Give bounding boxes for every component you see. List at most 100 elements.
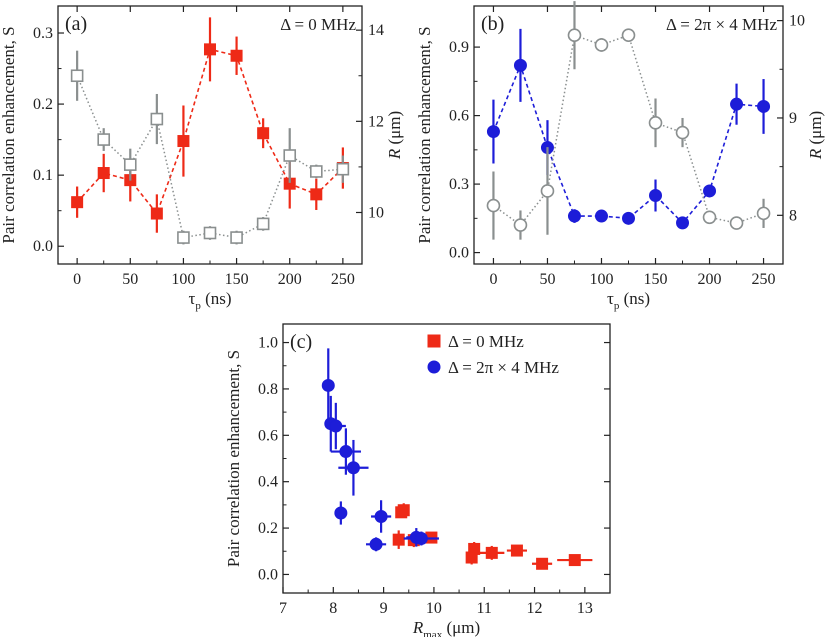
y2-axis-label: R (μm) xyxy=(806,111,825,160)
data-point xyxy=(567,28,582,43)
x-label-sub: max xyxy=(423,629,442,637)
data-point xyxy=(648,116,663,130)
data-point xyxy=(702,210,717,225)
legend-marker xyxy=(427,334,441,348)
data-point xyxy=(97,167,110,180)
data-point xyxy=(230,231,243,244)
data-point xyxy=(465,551,478,564)
y2-tick-label: 8 xyxy=(789,207,797,224)
legend-label: Δ = 0 MHz xyxy=(448,332,524,351)
y-tick-label: 0.6 xyxy=(258,427,278,444)
data-point xyxy=(649,189,663,203)
x-label-var: τ xyxy=(607,289,614,308)
data-point xyxy=(150,112,164,126)
data-point xyxy=(392,533,405,546)
data-point xyxy=(622,211,635,225)
y-tick-label: 0.2 xyxy=(33,96,53,113)
x-tick-label: 13 xyxy=(577,600,593,617)
y-tick-label: 0.3 xyxy=(33,25,53,42)
data-point xyxy=(321,378,335,392)
panel-label: (c) xyxy=(290,331,312,353)
y-tick-label: 0.8 xyxy=(258,381,278,398)
series-line xyxy=(493,34,764,227)
series-S xyxy=(486,28,771,230)
x-tick-label: 11 xyxy=(477,600,492,617)
y2-tick-label: 9 xyxy=(789,110,797,127)
y2-label-unit: (μm) xyxy=(385,111,404,149)
data-point xyxy=(71,196,84,209)
data-point xyxy=(374,509,388,523)
panel-c: 7 8 9 10 11 12 13 0.0 0.2 0.4 0.6 0.8 1.0 Pair correl… xyxy=(224,323,611,637)
data-point xyxy=(177,231,190,244)
data-point xyxy=(395,506,408,519)
y2-label-var: R xyxy=(806,148,825,160)
x-tick-label: 200 xyxy=(698,271,722,288)
x-tick-label: 0 xyxy=(489,271,497,288)
data-point xyxy=(203,226,217,240)
y2-tick-label: 10 xyxy=(368,204,384,221)
data-point xyxy=(513,218,528,232)
y-tick-label: 0.9 xyxy=(449,39,469,56)
data-point xyxy=(97,133,111,146)
x-tick-label: 100 xyxy=(589,271,613,288)
data-point xyxy=(329,419,343,433)
data-point xyxy=(414,532,428,546)
y-tick-label: 0.2 xyxy=(258,520,278,537)
y-axis-label: Pair correlation enhancement, S xyxy=(0,26,18,243)
y2-tick-label: 12 xyxy=(368,113,384,130)
data-point xyxy=(568,554,581,567)
data-point xyxy=(150,207,163,220)
x-axis-label: τp (ns) xyxy=(188,289,231,312)
x-tick-label: 250 xyxy=(752,271,776,288)
data-point xyxy=(346,461,360,475)
data-point xyxy=(177,135,190,148)
data-point xyxy=(675,125,690,140)
panel-label: (b) xyxy=(481,13,504,35)
y-tick-label: 0.1 xyxy=(33,167,53,184)
x-label-var: τ xyxy=(188,289,195,308)
data-point xyxy=(123,158,137,171)
y-tick-label: 0.0 xyxy=(33,238,53,255)
x-tick-label: 12 xyxy=(527,600,543,617)
y-tick-label: 0.3 xyxy=(449,176,469,193)
detuning-annotation: Δ = 2π × 4 MHz xyxy=(666,15,777,34)
series-line xyxy=(492,63,764,225)
y-tick-label: 0.6 xyxy=(449,108,469,125)
data-point xyxy=(334,506,348,520)
y-axis-label: Pair correlation enhancement, S xyxy=(415,26,434,243)
y-axis-label: Pair correlation enhancement, S xyxy=(224,350,243,567)
panel-label: (a) xyxy=(65,13,87,35)
series-Δ = 2π × 4 MHz xyxy=(321,348,439,552)
data-point xyxy=(336,162,350,176)
x-label-sub: p xyxy=(614,300,620,312)
data-point xyxy=(256,217,270,231)
data-point xyxy=(485,546,498,559)
y-tick-label: 0.4 xyxy=(258,474,278,491)
x-tick-label: 250 xyxy=(331,271,355,288)
y2-label-var: R xyxy=(385,148,404,160)
x-tick-label: 9 xyxy=(380,600,388,617)
data-point xyxy=(257,127,270,140)
x-tick-label: 100 xyxy=(171,271,195,288)
data-point xyxy=(369,537,383,551)
y2-tick-label: 10 xyxy=(789,13,805,30)
data-point xyxy=(540,184,555,198)
legend-marker xyxy=(427,360,441,374)
x-axis-label: τp (ns) xyxy=(607,289,650,312)
data-point xyxy=(309,165,323,178)
legend-label: Δ = 2π × 4 MHz xyxy=(448,358,559,377)
data-point xyxy=(729,216,744,230)
data-point xyxy=(594,38,609,52)
data-point xyxy=(310,188,323,201)
panel-a: 0 50 100 150 200 250 0.0 0.1 0.2 0.3 10 12 14 Pair co… xyxy=(0,5,404,312)
y-tick-label: 1.0 xyxy=(258,335,278,352)
x-tick-label: 10 xyxy=(426,600,442,617)
y2-label-unit: (μm) xyxy=(806,111,825,149)
data-point xyxy=(70,69,84,83)
series-R xyxy=(486,1,771,240)
x-label-sub: p xyxy=(195,300,201,312)
data-point xyxy=(513,58,527,72)
x-tick-label: 0 xyxy=(73,271,81,288)
y2-axis-label: R (μm) xyxy=(385,111,404,160)
data-point xyxy=(621,28,636,43)
